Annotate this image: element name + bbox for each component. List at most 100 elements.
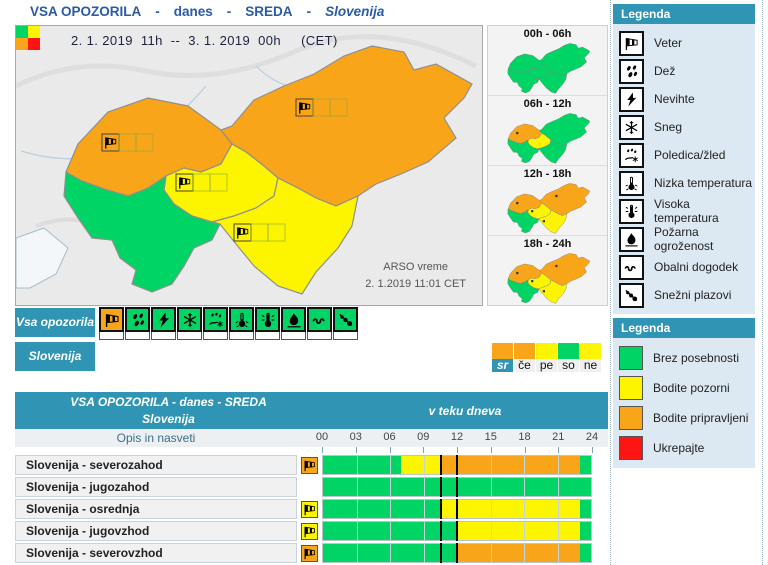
legend-level-item: Brez posebnosti xyxy=(619,343,755,373)
level-swatch-red xyxy=(619,436,643,460)
legend-type-item: Nizka temperatura xyxy=(619,169,755,197)
minimap-label: 12h - 18h xyxy=(523,168,572,180)
timeline-segment-green xyxy=(323,500,441,518)
wind-icon xyxy=(105,313,118,327)
legend-level-label: Brez posebnosti xyxy=(653,351,740,365)
legend-levels-list: Brez posebnosti Bodite pozorni Bodite pr… xyxy=(613,338,755,468)
row-warning-icon-box xyxy=(301,522,318,540)
corner-swatch-yellow xyxy=(28,26,40,38)
minimap-label: 00h - 06h xyxy=(523,28,572,40)
warning-type-subcell xyxy=(125,332,150,340)
table-title-line1: VSA OPOZORILA - danes - SREDA xyxy=(70,395,267,409)
table-row-label[interactable]: Slovenija - jugozahod xyxy=(15,477,297,497)
title-separator: - xyxy=(306,3,312,19)
minimap-column: 00h - 06h 06h - 12h 12h - 18h 18h - 24h xyxy=(487,25,608,306)
day-cell-pe[interactable]: pe xyxy=(536,343,557,372)
title-part: Slovenija xyxy=(325,3,385,19)
legend-type-label: Nizka temperatura xyxy=(654,176,753,190)
ice-icon-box xyxy=(619,142,644,168)
hour-label: 24 xyxy=(585,431,599,443)
day-label[interactable]: pe xyxy=(536,359,557,372)
warning-type-cell-low-temp-icon[interactable] xyxy=(229,307,254,340)
vertical-separator-right xyxy=(762,0,763,565)
day-label[interactable]: če xyxy=(514,359,535,372)
level-swatch-yellow xyxy=(619,376,643,400)
title-part: danes xyxy=(173,3,213,19)
timeline-segment-green xyxy=(579,500,591,518)
day-level-swatch xyxy=(492,343,513,359)
map-warning-box-c xyxy=(175,173,194,192)
legend-level-label: Bodite pozorni xyxy=(653,381,730,395)
day-level-swatch xyxy=(580,343,601,359)
wind-icon xyxy=(299,102,311,114)
ice-icon xyxy=(208,312,223,327)
warning-type-cell-fire-icon[interactable] xyxy=(281,307,306,340)
minimap-06h-12h[interactable]: 06h - 12h xyxy=(488,96,607,166)
legend-level-label: Bodite pripravljeni xyxy=(653,411,749,425)
legend-type-label: Sneg xyxy=(654,120,683,134)
low-temp-icon xyxy=(625,176,638,190)
warning-type-cell-ice-icon[interactable] xyxy=(203,307,228,340)
legend-type-label: Poledica/žled xyxy=(654,148,726,162)
warning-type-cell-snow-icon[interactable] xyxy=(177,307,202,340)
page-title: VSA OPOZORILA - danes - SREDA - Slovenija xyxy=(15,0,610,22)
day-cell-sr[interactable]: sr xyxy=(492,343,513,372)
table-row-label[interactable]: Slovenija - severovzhod xyxy=(15,543,297,563)
title-part: SREDA xyxy=(245,3,293,19)
minimap-label: 18h - 24h xyxy=(523,238,572,250)
current-time-marker xyxy=(455,455,458,475)
warning-type-cell-high-temp-icon[interactable] xyxy=(255,307,280,340)
timeline-bar xyxy=(322,543,592,563)
warning-type-cell-avalanche-icon[interactable] xyxy=(333,307,358,340)
high-temp-icon xyxy=(261,312,274,327)
row-warning-icon-box xyxy=(301,544,318,562)
warning-type-cell-rain-icon[interactable] xyxy=(125,307,150,340)
high-temp-icon xyxy=(625,204,638,218)
title-separator: - xyxy=(155,3,160,19)
storm-icon xyxy=(627,91,637,107)
snow-icon xyxy=(625,120,638,134)
timeline-bar xyxy=(322,477,592,497)
day-label[interactable]: ne xyxy=(580,359,601,372)
warning-type-cell-wind-icon[interactable] xyxy=(99,307,124,340)
table-title-line2: Slovenija xyxy=(142,412,195,426)
current-time-marker xyxy=(439,521,442,541)
warning-type-subcell xyxy=(307,332,332,340)
table-rows: Slovenija - severozahod Slovenija - jugo… xyxy=(15,455,608,563)
day-cell-so[interactable]: so xyxy=(558,343,579,372)
fire-icon xyxy=(625,232,638,246)
minimap-00h-06h[interactable]: 00h - 06h xyxy=(488,26,607,96)
minimap-18h-24h[interactable]: 18h - 24h xyxy=(488,236,607,305)
day-cell-ne[interactable]: ne xyxy=(580,343,601,372)
map-region-sw[interactable] xyxy=(63,171,221,293)
table-row-label[interactable]: Slovenija - jugovzhod xyxy=(15,521,297,541)
vertical-separator-left xyxy=(610,0,611,565)
day-level-swatch xyxy=(536,343,557,359)
day-cell-če[interactable]: če xyxy=(514,343,535,372)
warning-type-subcell xyxy=(151,332,176,340)
wind-icon-box xyxy=(619,30,644,56)
ice-icon xyxy=(624,148,638,162)
warning-type-cell-storm-icon[interactable] xyxy=(151,307,176,340)
legend-level-item: Bodite pripravljeni xyxy=(619,403,755,433)
warning-type-cell-coastal-icon[interactable] xyxy=(307,307,332,340)
table-row-label[interactable]: Slovenija - osrednja xyxy=(15,499,297,519)
map-warning-box-nw xyxy=(101,133,120,152)
legend-type-label: Visoka temperatura xyxy=(654,197,719,225)
warning-type-subcell xyxy=(255,332,280,340)
minimap-12h-18h[interactable]: 12h - 18h xyxy=(488,166,607,236)
day-label[interactable]: sr xyxy=(492,359,513,372)
hour-label: 00 xyxy=(315,431,329,443)
table-subheader: Opis in nasveti 00 03 06 09 12 15 18 21 24 xyxy=(15,429,608,447)
wind-icon xyxy=(304,504,315,515)
table-row-label[interactable]: Slovenija - severozahod xyxy=(15,455,297,475)
map-warning-box-ne xyxy=(295,98,314,117)
main-map[interactable]: 2. 1. 2019 11h -- 3. 1. 2019 00h (CET) A… xyxy=(15,25,483,306)
legend-level-item: Bodite pozorni xyxy=(619,373,755,403)
title-separator: - xyxy=(226,3,232,19)
day-level-swatch xyxy=(558,343,579,359)
hour-label: 06 xyxy=(383,431,396,443)
table-row: Slovenija - severovzhod xyxy=(15,543,608,563)
day-label[interactable]: so xyxy=(558,359,579,372)
